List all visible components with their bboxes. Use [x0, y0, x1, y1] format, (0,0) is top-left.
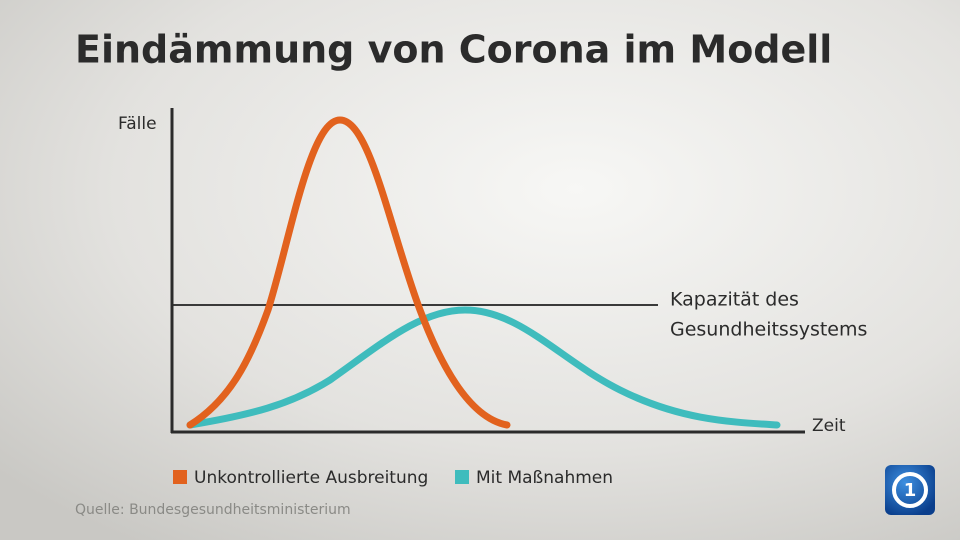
legend-label: Mit Maßnahmen [476, 468, 613, 488]
annotation: Kapazität des [670, 289, 799, 311]
svg-text:1: 1 [904, 480, 917, 501]
legend-swatch [455, 470, 469, 484]
annotation: Gesundheitssystems [670, 319, 867, 341]
legend-label: Unkontrollierte Ausbreitung [194, 468, 428, 488]
legend-swatch [173, 470, 187, 484]
curve [186, 116, 511, 429]
logo: 1 [885, 465, 935, 515]
curve [186, 306, 781, 429]
source: Quelle: Bundesgesundheitsministerium [75, 502, 351, 518]
y-axis-label: Fälle [118, 114, 157, 134]
x-axis-label: Zeit [812, 416, 846, 436]
chart-title: Eindämmung von Corona im Modell [75, 28, 832, 72]
